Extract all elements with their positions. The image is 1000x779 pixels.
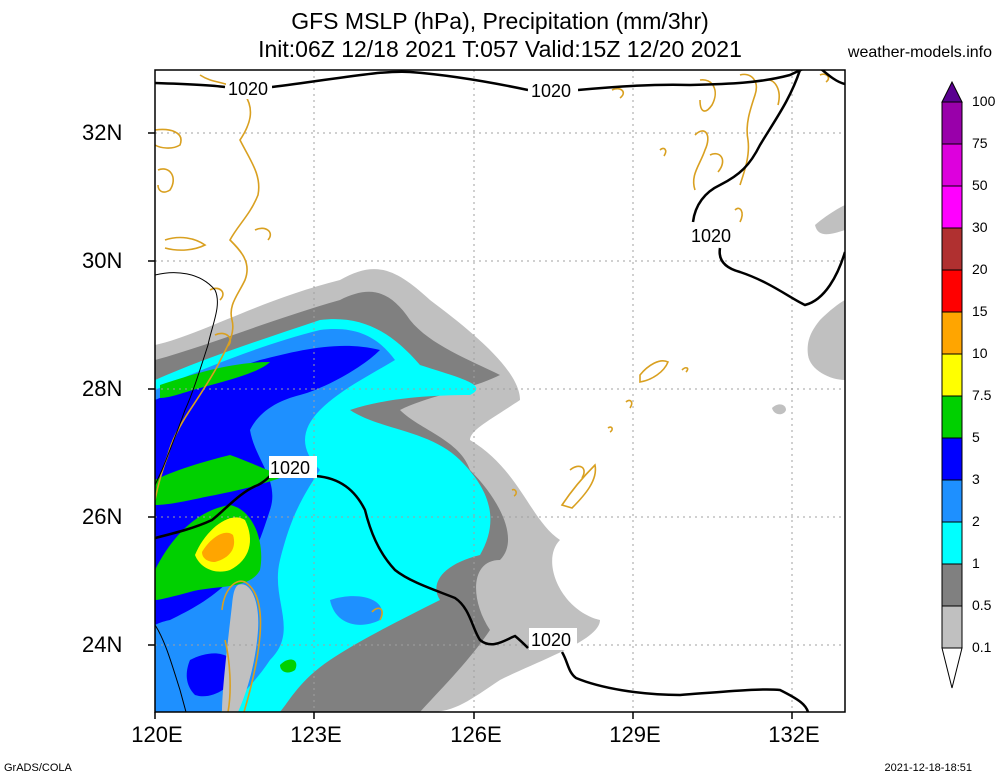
admin-border [155, 272, 218, 712]
site-credit: weather-models.info [847, 44, 992, 61]
precip-10 [202, 532, 235, 562]
legend-level: 0.5 [972, 597, 992, 613]
lat-label-26n: 26N [82, 504, 123, 529]
lon-label-129e: 129E [609, 722, 661, 747]
legend-level: 0.1 [972, 639, 992, 655]
isobar-label-1020: 1020 [531, 630, 571, 650]
lat-label-28n: 28N [82, 376, 123, 401]
colorbar-max-arrow [941, 80, 963, 103]
isobar-label-1020: 1020 [270, 458, 310, 478]
lat-label-24n: 24N [82, 632, 123, 657]
lat-label-30n: 30N [82, 248, 123, 273]
lat-label-32n: 32N [82, 120, 123, 145]
legend-level: 15 [972, 303, 988, 319]
legend-level: 75 [972, 135, 988, 151]
colorbar-min-arrow [941, 647, 963, 689]
coastlines [155, 73, 830, 712]
legend-level: 50 [972, 177, 988, 193]
legend-level: 30 [972, 219, 988, 235]
generation-timestamp: 2021-12-18-18:51 [884, 762, 972, 774]
isobar-label-1020: 1020 [228, 79, 268, 99]
legend-level: 2 [972, 513, 980, 529]
legend-level: 100 [972, 93, 996, 109]
isobar-label-1020: 1020 [531, 81, 571, 101]
colorbar [941, 80, 963, 689]
taiwan-land [222, 584, 259, 712]
lon-label-132e: 132E [768, 722, 820, 747]
legend-level: 3 [972, 471, 980, 487]
gridlines [155, 70, 845, 712]
legend-level: 10 [972, 345, 988, 361]
software-credit: GrADS/COLA [4, 762, 72, 774]
legend-level: 20 [972, 261, 988, 277]
legend-level: 1 [972, 555, 980, 571]
lon-label-126e: 126E [450, 722, 502, 747]
chart-title: GFS MSLP (hPa), Precipitation (mm/3hr) [291, 8, 709, 34]
lon-label-120e: 120E [131, 722, 183, 747]
isobar-label-1020: 1020 [691, 226, 731, 246]
isobars [155, 70, 845, 712]
plot-frame [154, 69, 846, 713]
axis-ticks [148, 132, 793, 719]
chart-subtitle: Init:06Z 12/18 2021 T:057 Valid:15Z 12/2… [258, 36, 742, 62]
isobar-labels: 1020 1020 1020 1020 1020 [226, 77, 736, 650]
legend-level: 5 [972, 429, 980, 445]
lon-label-123e: 123E [290, 722, 342, 747]
legend-level: 7.5 [972, 387, 992, 403]
